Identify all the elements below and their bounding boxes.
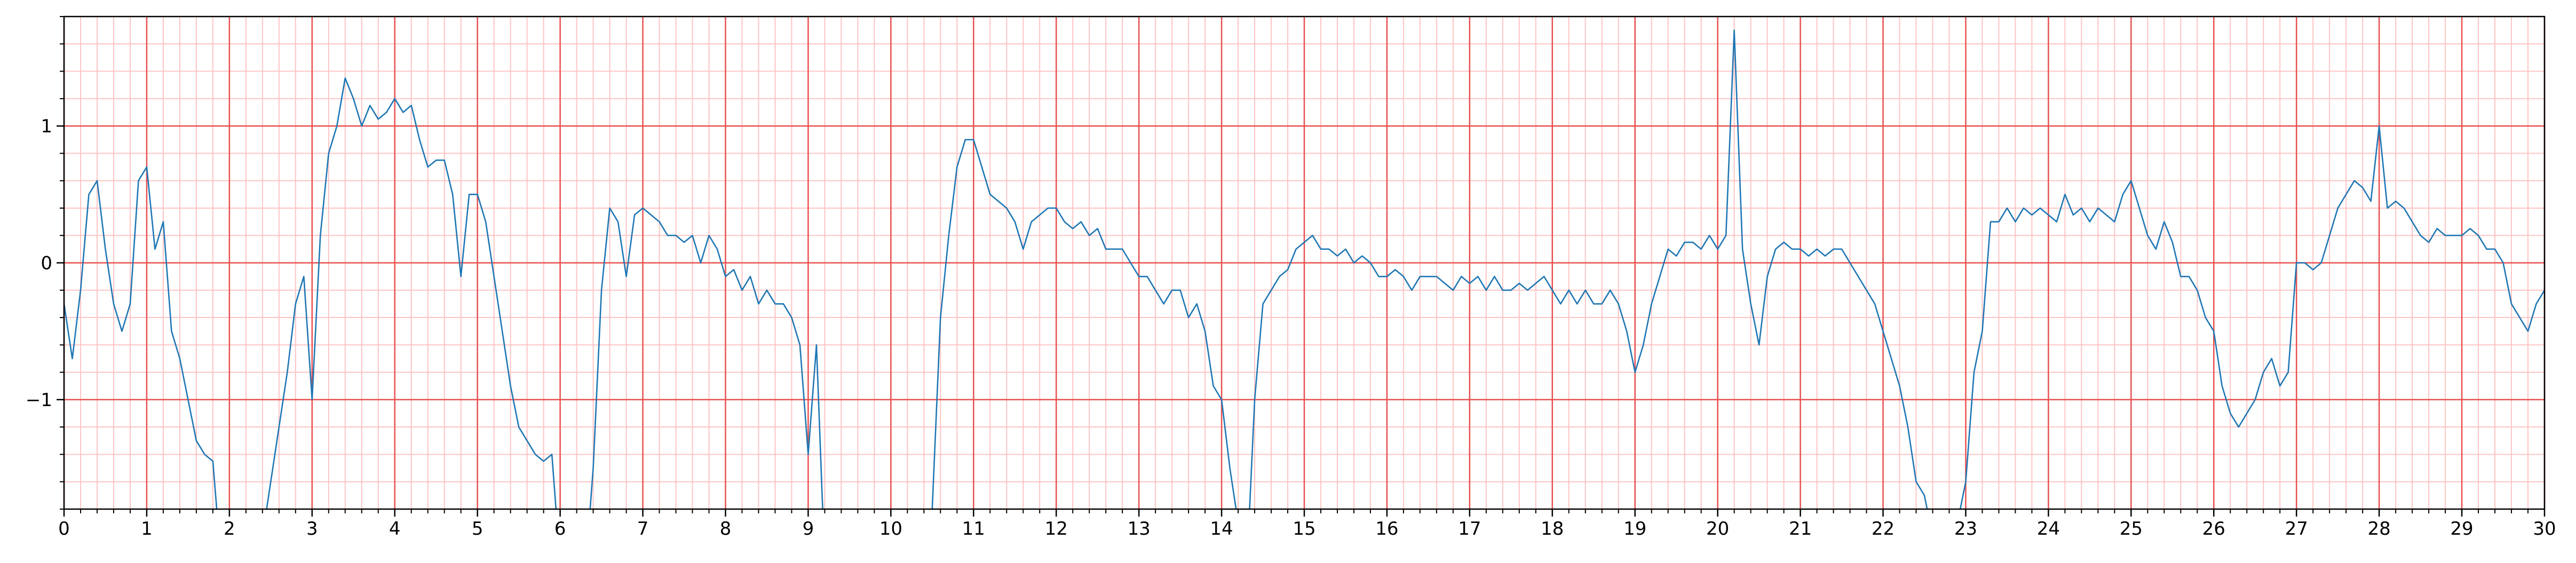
major-grid: [63, 17, 2546, 509]
x-tick-label: 29: [2450, 518, 2473, 540]
ticks: 0 1 2 3 4 5 6 7 8 9 10 11 12 13 14 15 16 17 18 19 20 21 22 23 24…: [26, 16, 2556, 540]
x-tick-label: 2: [224, 518, 235, 540]
x-tick-label: 16: [1375, 518, 1398, 540]
y-tick-label: 0: [41, 253, 52, 274]
x-tick-label: 0: [58, 518, 70, 540]
x-tick-label: 20: [1706, 518, 1729, 540]
x-tick-label: 25: [2120, 518, 2143, 540]
x-tick-label: 23: [1954, 518, 1977, 540]
x-tick-label: 26: [2202, 518, 2225, 540]
x-tick-label: 13: [1128, 518, 1151, 540]
x-tick-label: 21: [1789, 518, 1812, 540]
x-tick-label: 10: [879, 518, 902, 540]
x-tick-label: 30: [2533, 518, 2556, 540]
x-tick-label: 22: [1872, 518, 1895, 540]
x-tick-label: 6: [554, 518, 566, 540]
x-tick-label: 19: [1623, 518, 1646, 540]
y-tick-label: −1: [26, 390, 52, 411]
x-tick-label: 14: [1210, 518, 1233, 540]
x-tick-label: 9: [803, 518, 814, 540]
x-tick-label: 3: [306, 518, 318, 540]
x-tick-label: 1: [141, 518, 153, 540]
plot-area: [64, 29, 2545, 509]
x-tick-label: 17: [1458, 518, 1481, 540]
x-tick-label: 12: [1045, 518, 1068, 540]
x-tick-label: 7: [637, 518, 649, 540]
x-tick-label: 15: [1293, 518, 1315, 540]
x-tick-label: 11: [962, 518, 985, 540]
x-tick-label: 8: [720, 518, 732, 540]
x-tick-label: 4: [389, 518, 401, 540]
x-tick-label: 18: [1541, 518, 1564, 540]
x-tick-label: 5: [472, 518, 484, 540]
x-tick-label: 27: [2285, 518, 2308, 540]
y-tick-label: 1: [41, 116, 52, 137]
x-tick-label: 28: [2368, 518, 2391, 540]
x-tick-label: 24: [2037, 518, 2060, 540]
trace-line: [64, 29, 2545, 509]
